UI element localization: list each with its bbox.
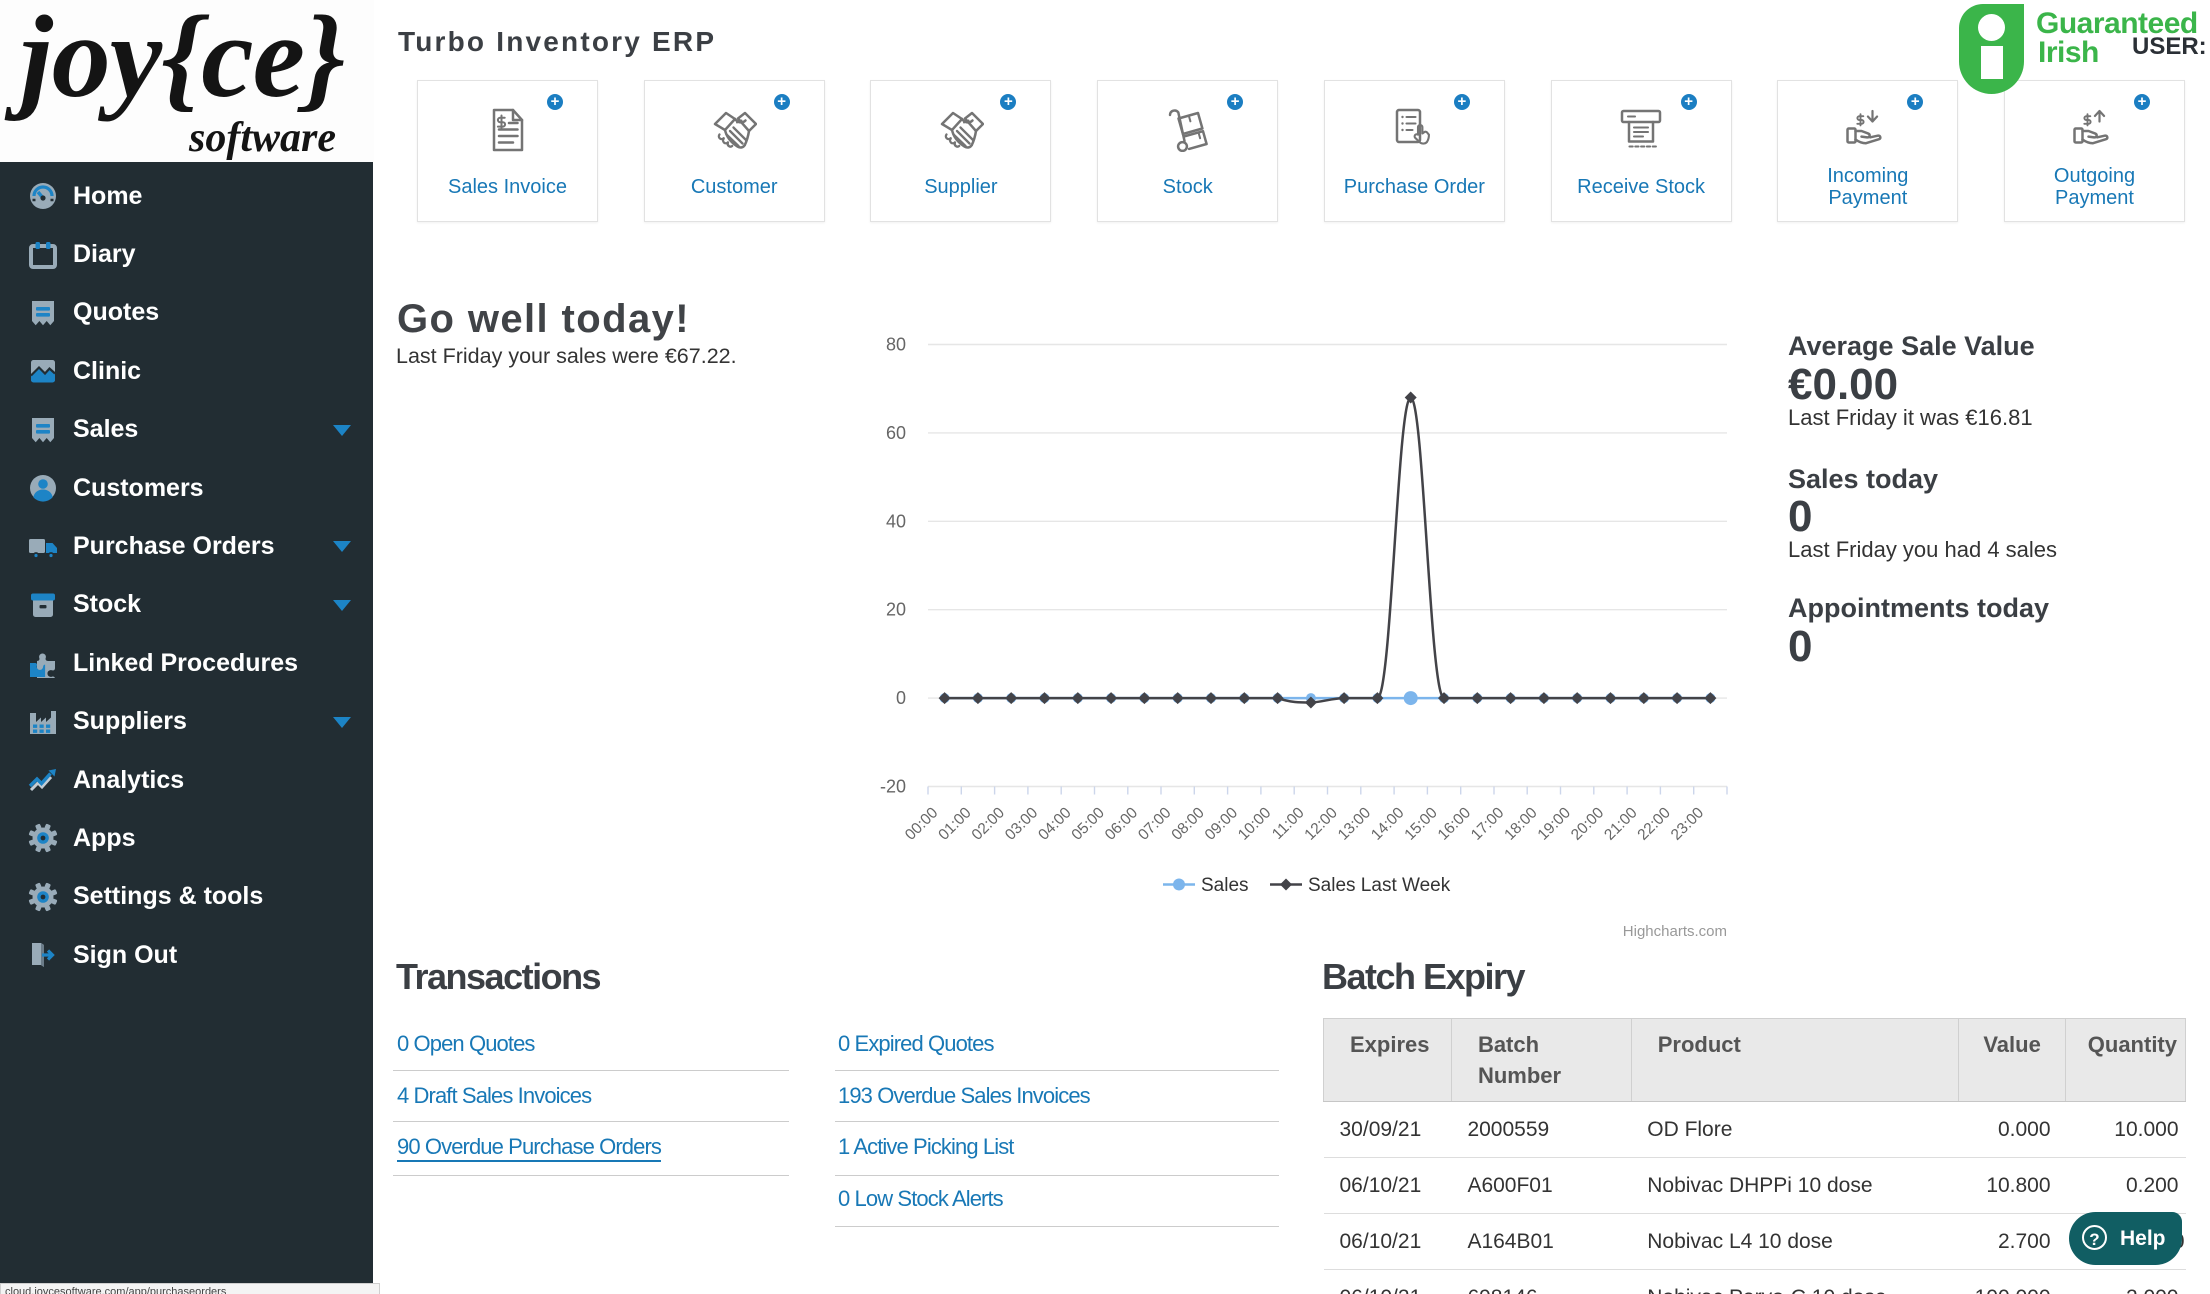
svg-text:20:00: 20:00 xyxy=(1568,804,1608,844)
svg-text:17:00: 17:00 xyxy=(1468,804,1508,844)
svg-text:22:00: 22:00 xyxy=(1634,804,1674,844)
svg-text:04:00: 04:00 xyxy=(1035,804,1075,844)
svg-text:80: 80 xyxy=(886,335,906,355)
svg-text:06:00: 06:00 xyxy=(1102,804,1142,844)
svg-text:18:00: 18:00 xyxy=(1501,804,1541,844)
svg-text:21:00: 21:00 xyxy=(1601,804,1641,844)
svg-text:07:00: 07:00 xyxy=(1135,804,1175,844)
svg-text:15:00: 15:00 xyxy=(1401,804,1441,844)
svg-text:08:00: 08:00 xyxy=(1168,804,1208,844)
svg-text:60: 60 xyxy=(886,423,906,443)
svg-text:12:00: 12:00 xyxy=(1301,804,1341,844)
svg-text:03:00: 03:00 xyxy=(1002,804,1042,844)
svg-text:16:00: 16:00 xyxy=(1435,804,1475,844)
svg-text:05:00: 05:00 xyxy=(1068,804,1108,844)
svg-text:11:00: 11:00 xyxy=(1269,804,1308,843)
svg-text:02:00: 02:00 xyxy=(969,804,1009,844)
svg-text:14:00: 14:00 xyxy=(1368,804,1408,844)
svg-text:19:00: 19:00 xyxy=(1535,804,1575,844)
svg-text:Sales: Sales xyxy=(1201,875,1249,896)
svg-text:-20: -20 xyxy=(880,777,906,797)
svg-text:10:00: 10:00 xyxy=(1235,804,1275,844)
svg-text:09:00: 09:00 xyxy=(1202,804,1242,844)
svg-text:13:00: 13:00 xyxy=(1335,804,1375,844)
svg-text:00:00: 00:00 xyxy=(902,804,942,844)
svg-text:40: 40 xyxy=(886,511,906,531)
svg-text:01:00: 01:00 xyxy=(935,804,975,844)
svg-text:20: 20 xyxy=(886,600,906,620)
svg-text:Highcharts.com: Highcharts.com xyxy=(1623,923,1727,940)
svg-text:23:00: 23:00 xyxy=(1668,804,1708,844)
svg-text:Sales Last Week: Sales Last Week xyxy=(1308,875,1451,896)
svg-text:0: 0 xyxy=(896,688,906,708)
